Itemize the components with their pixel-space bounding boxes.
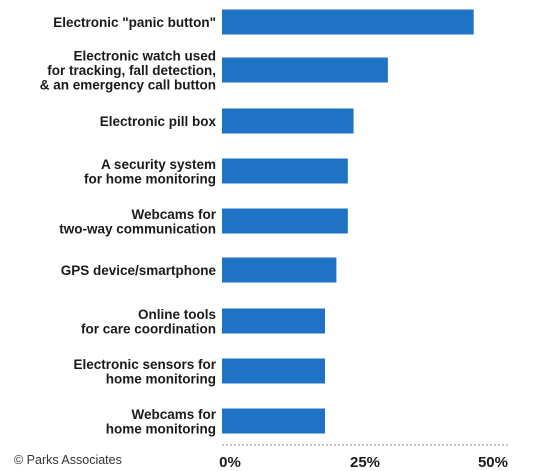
category-label-line: for care coordination [81,321,216,336]
category-label-line: & an emergency call button [40,78,216,93]
category-label-line: Electronic sensors for [73,357,216,372]
category-labels-group: Electronic "panic button" Electronic watc… [40,15,217,436]
bar-4 [222,208,348,234]
bar-7 [222,358,325,384]
category-label-8: Webcams for home monitoring [106,407,217,437]
bar-2 [222,108,354,134]
category-label-line: GPS device/smartphone [61,263,217,278]
category-label-line: home monitoring [106,421,216,436]
category-label-0: Electronic "panic button" [53,15,216,30]
category-label-line: for home monitoring [84,171,216,186]
category-label-4: Webcams for two-way communication [59,207,217,237]
bar-0 [222,9,474,35]
bar-1 [222,57,388,83]
x-tick-label-2: 50% [478,454,508,471]
x-tick-label-0: 0% [219,454,241,471]
category-label-line: Electronic watch used [73,49,216,64]
bar-3 [222,158,348,184]
category-label-line: A security system [101,157,216,172]
category-label-7: Electronic sensors for home monitoring [73,357,216,387]
bar-8 [222,408,325,434]
category-label-3: A security system for home monitoring [84,157,216,187]
category-label-line: for tracking, fall detection, [47,63,216,78]
category-label-6: Online tools for care coordination [81,307,216,337]
category-label-line: Webcams for [131,407,216,422]
category-label-line: home monitoring [106,371,216,386]
bars-group [222,9,474,434]
category-label-line: Webcams for [131,207,216,222]
bar-6 [222,308,325,334]
category-label-2: Electronic pill box [100,114,217,129]
x-tick-labels-group: 0% 25% 50% [219,454,508,471]
x-tick-label-1: 25% [350,454,380,471]
category-label-line: Electronic pill box [100,114,217,129]
category-label-1: Electronic watch used for tracking, fall … [40,49,216,93]
category-label-line: two-way communication [59,221,216,236]
bar-5 [222,257,337,283]
category-label-line: Online tools [138,307,216,322]
category-label-line: Electronic "panic button" [53,15,216,30]
source-credit: © Parks Associates [14,453,122,467]
category-label-5: GPS device/smartphone [61,263,217,278]
